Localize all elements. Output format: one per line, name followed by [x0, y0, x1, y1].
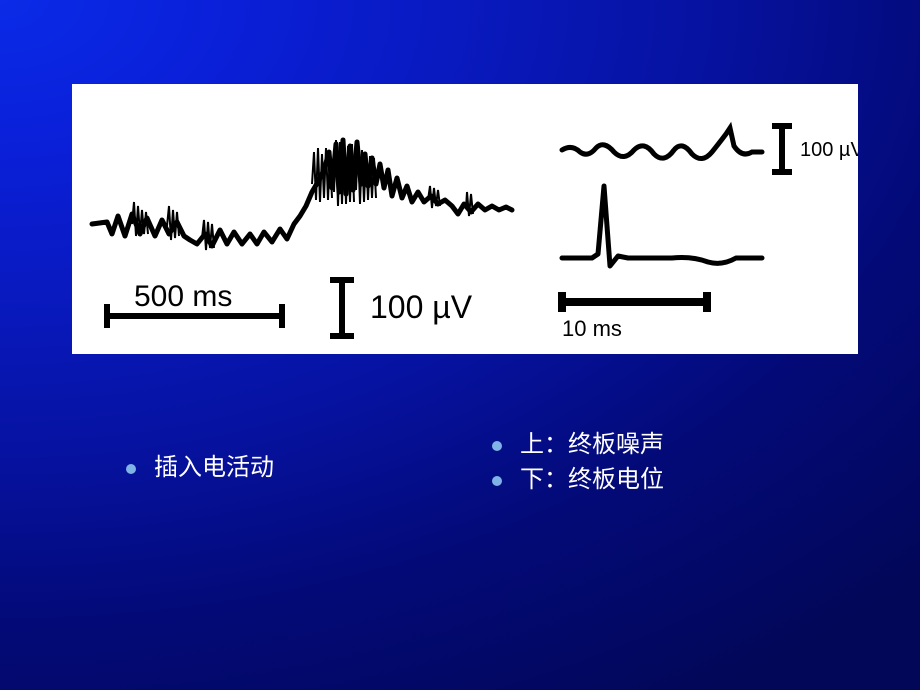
bullet-right-2-text: 下：终板电位	[520, 466, 664, 493]
bullet-right-2: 下：终板电位	[492, 463, 664, 498]
emg-svg: 500 ms 100 µV 100 µV	[72, 84, 858, 354]
bullets-left: 插入电活动	[126, 451, 274, 486]
bullet-left-1: 插入电活动	[126, 451, 274, 486]
right-amp-scale	[772, 126, 792, 172]
right-top-trace	[562, 128, 762, 159]
left-amp-scale	[330, 280, 354, 336]
slide: 500 ms 100 µV 100 µV	[0, 0, 920, 690]
right-amp-scale-label: 100 µV	[800, 139, 858, 161]
right-time-scale-label: 10 ms	[562, 316, 622, 341]
bullets-right: 上：终板噪声 下：终板电位	[492, 428, 664, 498]
bullet-left-1-text: 插入电活动	[154, 454, 274, 481]
left-amp-scale-label: 100 µV	[370, 289, 473, 325]
left-time-scale-label: 500 ms	[134, 280, 232, 313]
right-bottom-trace	[562, 186, 762, 266]
bullet-right-1: 上：终板噪声	[492, 428, 664, 463]
emg-figure: 500 ms 100 µV 100 µV	[72, 84, 858, 354]
left-waveform	[92, 140, 512, 250]
bullet-right-1-text: 上：终板噪声	[520, 431, 664, 458]
right-time-scale	[562, 292, 707, 312]
